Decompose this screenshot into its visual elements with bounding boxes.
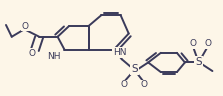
Text: O: O: [29, 49, 36, 58]
Text: HN: HN: [113, 48, 126, 57]
Text: O: O: [204, 39, 211, 48]
Text: S: S: [195, 57, 202, 67]
Text: O: O: [22, 22, 29, 31]
Text: S: S: [131, 64, 138, 74]
Text: NH: NH: [47, 52, 61, 61]
Text: O: O: [121, 80, 128, 89]
Text: O: O: [189, 39, 196, 48]
Text: O: O: [140, 80, 147, 89]
